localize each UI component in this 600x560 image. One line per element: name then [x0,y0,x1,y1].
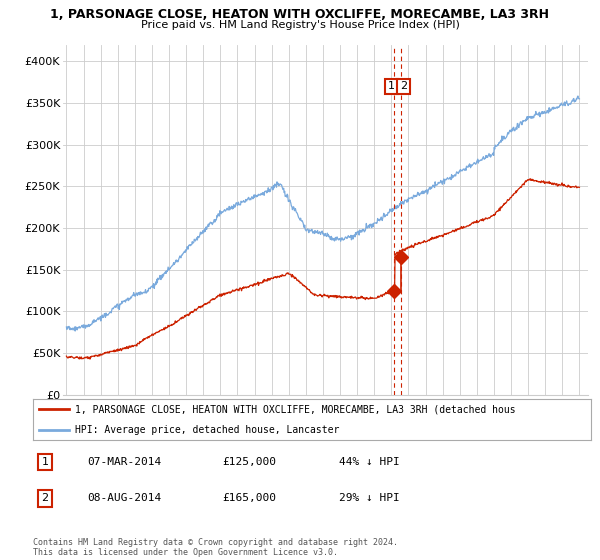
Text: 1, PARSONAGE CLOSE, HEATON WITH OXCLIFFE, MORECAMBE, LA3 3RH (detached hous: 1, PARSONAGE CLOSE, HEATON WITH OXCLIFFE… [75,404,515,414]
Text: 44% ↓ HPI: 44% ↓ HPI [339,457,400,467]
Text: 2: 2 [41,493,49,503]
Text: 1: 1 [41,457,49,467]
Text: HPI: Average price, detached house, Lancaster: HPI: Average price, detached house, Lanc… [75,424,339,435]
Text: 07-MAR-2014: 07-MAR-2014 [87,457,161,467]
Text: 1, PARSONAGE CLOSE, HEATON WITH OXCLIFFE, MORECAMBE, LA3 3RH: 1, PARSONAGE CLOSE, HEATON WITH OXCLIFFE… [50,8,550,21]
Text: 1: 1 [388,81,395,91]
Text: Price paid vs. HM Land Registry's House Price Index (HPI): Price paid vs. HM Land Registry's House … [140,20,460,30]
Text: 29% ↓ HPI: 29% ↓ HPI [339,493,400,503]
Text: 2: 2 [400,81,407,91]
Text: £125,000: £125,000 [222,457,276,467]
Text: Contains HM Land Registry data © Crown copyright and database right 2024.
This d: Contains HM Land Registry data © Crown c… [33,538,398,557]
Text: 08-AUG-2014: 08-AUG-2014 [87,493,161,503]
Text: £165,000: £165,000 [222,493,276,503]
